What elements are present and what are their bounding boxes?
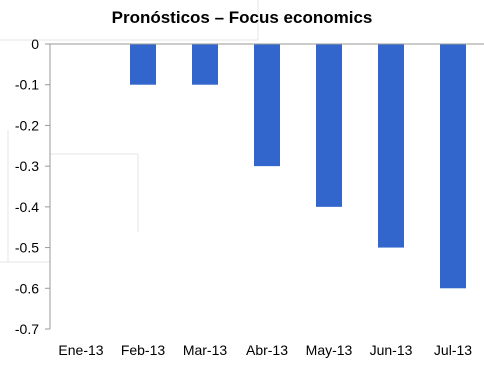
bar-may-13 bbox=[316, 44, 342, 207]
y-axis: 0 -0.1 -0.2 -0.3 -0.4 -0.5 -0.6 -0.7 bbox=[15, 36, 51, 337]
x-tick-label: Ene-13 bbox=[58, 342, 103, 358]
x-tick-label: Jul-13 bbox=[434, 342, 472, 358]
x-axis: Ene-13 Feb-13 Mar-13 Abr-13 May-13 Jun-13 Jul-… bbox=[50, 43, 484, 358]
y-tick-label: 0 bbox=[31, 36, 39, 52]
x-tick-label: May-13 bbox=[306, 342, 353, 358]
bar-mar-13 bbox=[192, 44, 218, 85]
y-tick-label: -0.3 bbox=[15, 158, 39, 174]
x-tick-label: Abr-13 bbox=[246, 342, 288, 358]
y-tick-label: -0.4 bbox=[15, 199, 39, 215]
bar-jul-13 bbox=[440, 44, 466, 289]
background-artifacts bbox=[0, 0, 259, 263]
y-tick-label: -0.6 bbox=[15, 280, 39, 296]
y-tick-label: -0.1 bbox=[15, 77, 39, 93]
y-tick-label: -0.2 bbox=[15, 117, 39, 133]
y-tick-label: -0.7 bbox=[15, 321, 39, 337]
x-tick-label: Feb-13 bbox=[121, 342, 166, 358]
x-tick-label: Jun-13 bbox=[370, 342, 413, 358]
bar-abr-13 bbox=[254, 44, 280, 167]
bars bbox=[130, 44, 466, 289]
y-tick-label: -0.5 bbox=[15, 240, 39, 256]
bar-jun-13 bbox=[378, 44, 404, 248]
chart-title: Pronósticos – Focus economics bbox=[112, 8, 373, 27]
x-tick-label: Mar-13 bbox=[183, 342, 228, 358]
bar-feb-13 bbox=[130, 44, 156, 85]
